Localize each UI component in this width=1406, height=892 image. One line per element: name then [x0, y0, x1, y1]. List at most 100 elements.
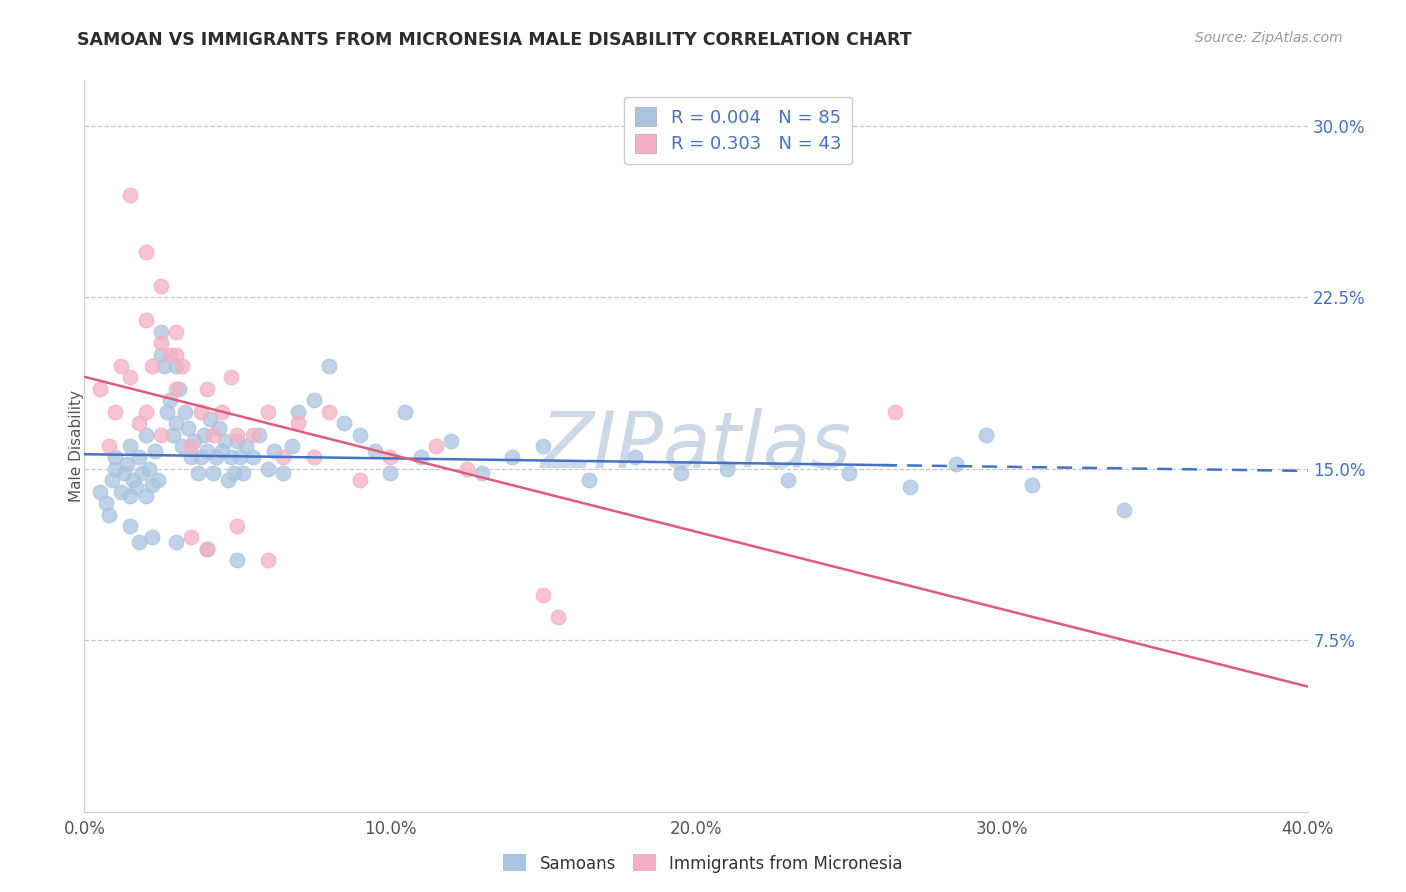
Point	[976, 427, 998, 442]
Point	[349, 473, 371, 487]
Text: Source: ZipAtlas.com: Source: ZipAtlas.com	[1195, 31, 1343, 45]
Point	[97, 439, 120, 453]
Point	[394, 405, 416, 419]
Point	[456, 462, 478, 476]
Y-axis label: Male Disability: Male Disability	[69, 390, 83, 502]
Point	[195, 541, 218, 556]
Point	[226, 553, 249, 567]
Point	[149, 279, 172, 293]
Point	[180, 530, 202, 544]
Point	[226, 427, 249, 442]
Point	[364, 443, 387, 458]
Point	[135, 427, 157, 442]
Point	[165, 347, 187, 362]
Point	[94, 496, 117, 510]
Point	[141, 530, 163, 544]
Point	[122, 473, 145, 487]
Point	[226, 434, 249, 449]
Point	[110, 359, 132, 373]
Point	[201, 467, 224, 481]
Point	[242, 450, 264, 465]
Point	[174, 405, 197, 419]
Point	[229, 450, 252, 465]
Point	[219, 450, 242, 465]
Point	[165, 535, 187, 549]
Point	[159, 393, 181, 408]
Point	[120, 519, 142, 533]
Point	[149, 427, 172, 442]
Point	[1114, 503, 1136, 517]
Point	[302, 393, 325, 408]
Point	[318, 359, 340, 373]
Point	[502, 450, 524, 465]
Point	[101, 473, 124, 487]
Point	[578, 473, 600, 487]
Point	[165, 416, 187, 430]
Point	[135, 313, 157, 327]
Point	[162, 427, 184, 442]
Point	[838, 467, 860, 481]
Point	[440, 434, 463, 449]
Point	[97, 508, 120, 522]
Point	[257, 553, 280, 567]
Point	[153, 359, 176, 373]
Text: SAMOAN VS IMMIGRANTS FROM MICRONESIA MALE DISABILITY CORRELATION CHART: SAMOAN VS IMMIGRANTS FROM MICRONESIA MAL…	[77, 31, 912, 49]
Point	[165, 359, 187, 373]
Point	[883, 405, 905, 419]
Point	[333, 416, 356, 430]
Point	[1021, 478, 1043, 492]
Point	[135, 244, 157, 259]
Point	[131, 467, 153, 481]
Legend: R = 0.004   N = 85, R = 0.303   N = 43: R = 0.004 N = 85, R = 0.303 N = 43	[624, 96, 852, 164]
Point	[125, 480, 148, 494]
Point	[287, 416, 309, 430]
Point	[128, 535, 150, 549]
Point	[247, 427, 270, 442]
Point	[211, 405, 233, 419]
Point	[143, 443, 166, 458]
Point	[177, 421, 200, 435]
Point	[135, 489, 157, 503]
Point	[180, 450, 202, 465]
Point	[776, 473, 799, 487]
Point	[281, 439, 304, 453]
Point	[898, 480, 921, 494]
Legend: Samoans, Immigrants from Micronesia: Samoans, Immigrants from Micronesia	[496, 847, 910, 880]
Point	[287, 405, 309, 419]
Point	[235, 439, 257, 453]
Point	[89, 382, 111, 396]
Point	[380, 467, 402, 481]
Point	[224, 467, 246, 481]
Point	[195, 443, 218, 458]
Point	[195, 382, 218, 396]
Point	[165, 325, 187, 339]
Point	[211, 443, 233, 458]
Point	[624, 450, 647, 465]
Point	[89, 484, 111, 499]
Point	[128, 450, 150, 465]
Point	[271, 467, 294, 481]
Point	[208, 421, 231, 435]
Point	[146, 473, 169, 487]
Point	[195, 541, 218, 556]
Point	[104, 405, 127, 419]
Point	[669, 467, 692, 481]
Point	[167, 382, 190, 396]
Point	[104, 450, 127, 465]
Point	[135, 405, 157, 419]
Point	[471, 467, 494, 481]
Point	[110, 484, 132, 499]
Point	[217, 473, 239, 487]
Point	[205, 450, 228, 465]
Point	[159, 347, 181, 362]
Point	[172, 359, 194, 373]
Point	[198, 411, 221, 425]
Point	[165, 382, 187, 396]
Point	[115, 458, 138, 472]
Point	[302, 450, 325, 465]
Point	[120, 489, 142, 503]
Point	[156, 405, 179, 419]
Point	[380, 450, 402, 465]
Point	[138, 462, 160, 476]
Point	[190, 450, 212, 465]
